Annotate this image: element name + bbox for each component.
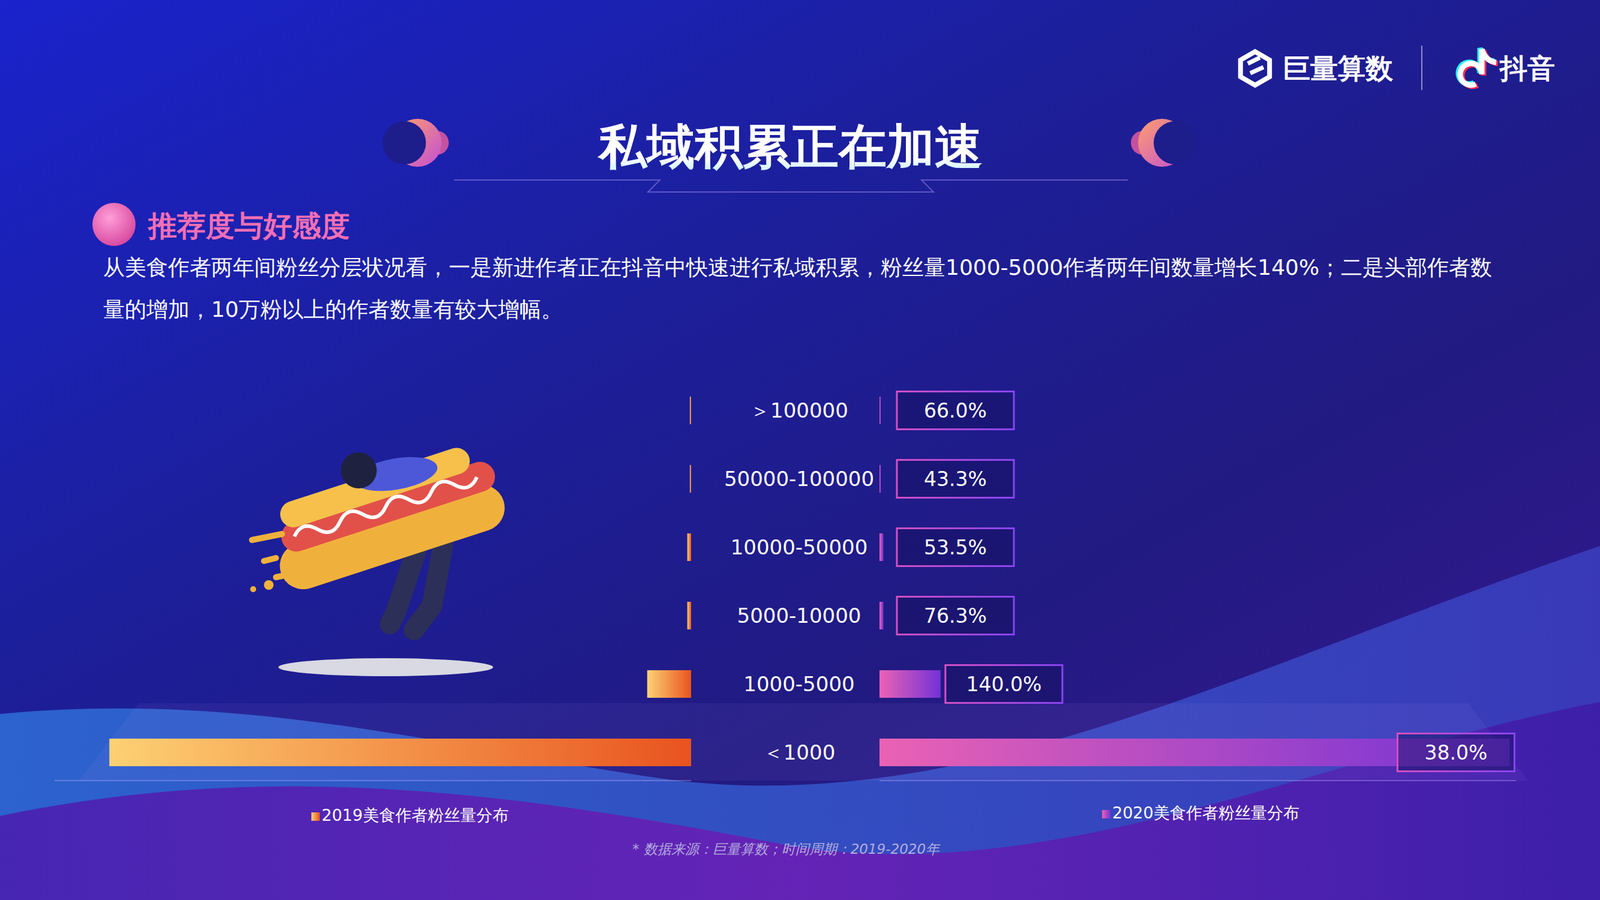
source: * 数据来源：巨量算数；时间周期：2019-2020年 (632, 841, 941, 857)
bar (879, 464, 881, 493)
illustration-speed (263, 580, 274, 590)
growth-label: 76.3% (923, 604, 987, 628)
category-label: 1000-5000 (743, 671, 855, 696)
title-ornament (1153, 121, 1197, 165)
bar (109, 738, 692, 767)
bar (879, 670, 941, 698)
growth-label: 53.5% (923, 535, 987, 560)
background (0, 0, 1600, 900)
growth-box (896, 596, 1014, 635)
wave-front (0, 701, 1600, 900)
platform (78, 703, 1529, 781)
description: 从美食作者两年间粉丝分层状况看，一是新进作者正在抖音中快速进行私域积累，粉丝量1… (103, 246, 1502, 331)
category-label: ＜1000 (763, 740, 836, 765)
canvas: 巨量算数 抖音私域积累正在加速推荐度与好感度 ＞100000 66.0% 50000-1… (0, 0, 1600, 900)
category-label: 5000-10000 (737, 603, 862, 628)
bars-2020 (879, 396, 1510, 767)
subtitle: 推荐度与好感度 (146, 208, 350, 243)
brand-icon (1240, 51, 1270, 86)
growth-label: 140.0% (965, 672, 1042, 696)
axis-line (879, 779, 1517, 782)
title-ornament (382, 121, 426, 165)
title: 私域积累正在加速 (596, 118, 983, 175)
labels: ＞100000 66.0% 50000-100000 43.3% 10000-50000… (724, 391, 1515, 772)
bars-2019 (109, 396, 692, 767)
legend-label: 2019美食作者粉丝量分布 (321, 805, 509, 825)
bar (689, 396, 692, 425)
subtitle-dot (92, 202, 136, 246)
stage: 巨量算数 抖音私域积累正在加速推荐度与好感度 ＞100000 66.0% 50000-1… (0, 0, 1600, 900)
bar (879, 396, 881, 425)
growth-box (896, 460, 1014, 498)
category-label: ＞100000 (749, 398, 849, 423)
bar (879, 533, 884, 561)
illustration-head (340, 452, 377, 489)
bar (689, 464, 692, 493)
bar (687, 601, 692, 630)
bar (647, 670, 692, 698)
brand-divider (1421, 45, 1423, 90)
legend-swatch (1102, 809, 1111, 819)
growth-label: 66.0% (923, 398, 987, 423)
illustration-speed (250, 586, 257, 593)
legend-swatch (311, 812, 320, 821)
growth-box (896, 391, 1014, 430)
brand-icon (1460, 49, 1497, 86)
brand-text: 抖音 (1498, 52, 1556, 85)
bar (687, 533, 692, 561)
wave-back (0, 545, 1600, 900)
legend-label: 2020美食作者粉丝量分布 (1112, 803, 1300, 822)
brand-text: 巨量算数 (1282, 52, 1394, 85)
bar (879, 601, 884, 630)
growth-label: 38.0% (1424, 740, 1488, 765)
growth-box (1397, 733, 1515, 772)
brand-icon (1247, 57, 1264, 74)
illustration (250, 438, 511, 677)
illustration-hotdog (260, 438, 512, 596)
category-label: 50000-100000 (724, 466, 875, 491)
axis-line (54, 779, 692, 782)
illustration-shadow (278, 658, 494, 677)
category-label: 10000-50000 (730, 535, 869, 560)
growth-label: 43.3% (923, 467, 987, 491)
growth-box (896, 528, 1014, 567)
growth-box (945, 665, 1063, 704)
title-underline (454, 179, 1128, 192)
illustration-speed (251, 533, 282, 578)
illustration-bun (276, 444, 473, 531)
